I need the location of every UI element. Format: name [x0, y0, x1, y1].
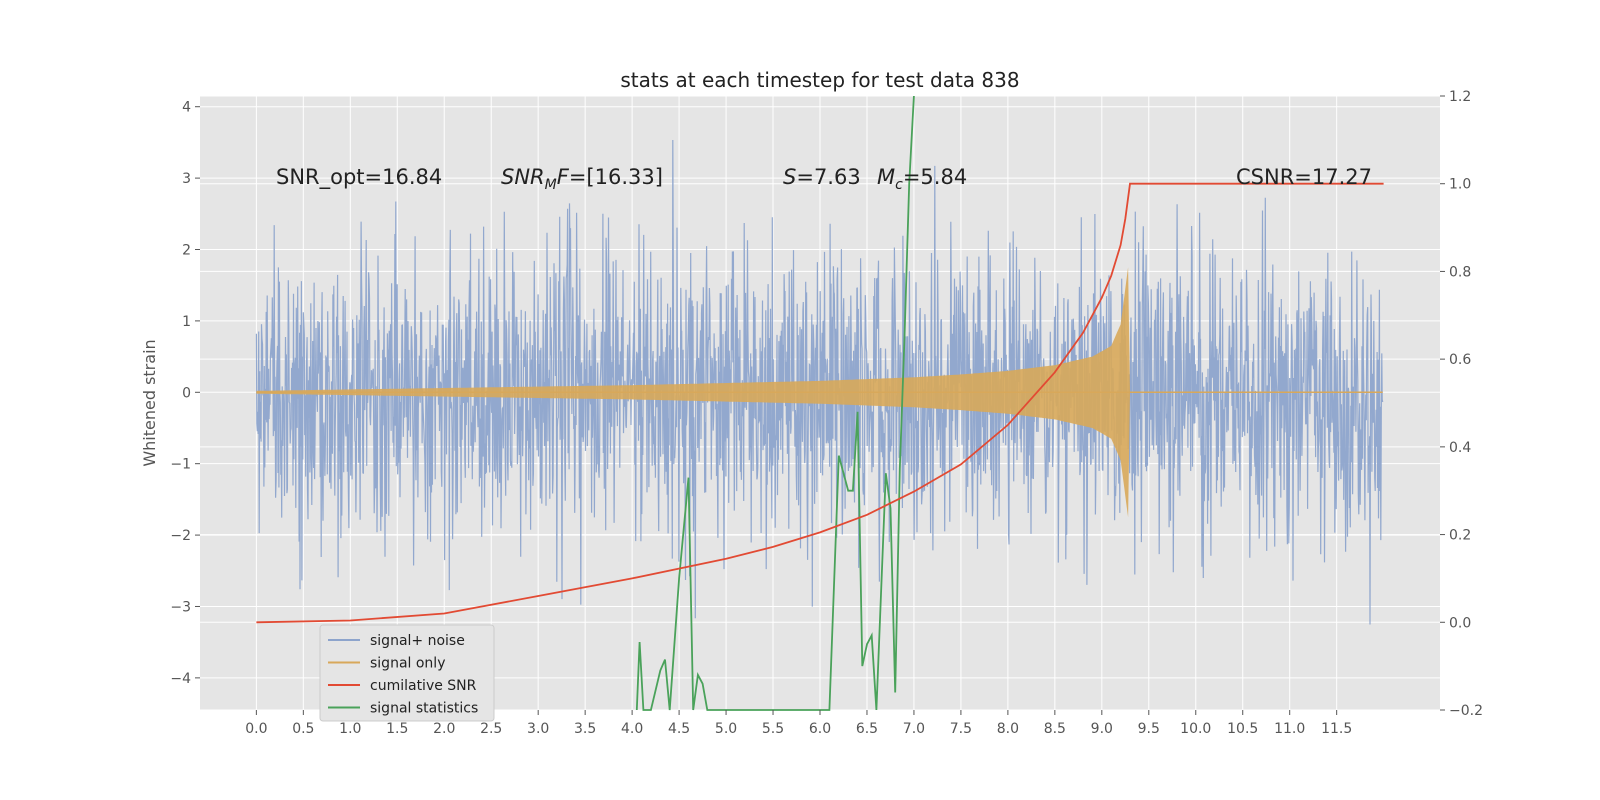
y2-tick-label: 0.2: [1449, 528, 1471, 544]
y-tick-label: −2: [170, 528, 191, 544]
annotation-snr-opt: SNR_opt=16.84: [276, 165, 442, 190]
y-tick-label: 1: [182, 314, 191, 330]
y-tick-label: 2: [182, 243, 191, 259]
x-tick-label: 7.0: [903, 721, 925, 737]
series-signal-noise: [255, 139, 1384, 625]
y2-tick-label: 1.0: [1449, 177, 1471, 193]
y2-tick-label: 0.8: [1449, 264, 1471, 280]
x-tick-label: 1.5: [386, 721, 408, 737]
x-tick-label: 3.0: [527, 721, 549, 737]
legend-label: signal+ noise: [370, 633, 465, 649]
x-tick-label: 8.5: [1044, 721, 1066, 737]
x-tick-label: 1.0: [339, 721, 361, 737]
noise-trace: [255, 139, 1384, 625]
annotation-mc-value: =5.84: [903, 165, 967, 189]
x-tick-label: 0.5: [292, 721, 314, 737]
y2-tick-label: 0.0: [1449, 615, 1471, 631]
annotations: SNR_opt=16.84 SNRMF=[16.33] S=7.63 Mc=5.…: [276, 165, 1372, 193]
annotation-s-symbol: S: [783, 165, 796, 189]
x-tick-label: 6.0: [809, 721, 831, 737]
x-tick-label: 5.5: [762, 721, 784, 737]
x-tick-label: 11.0: [1274, 721, 1305, 737]
x-tick-label: 11.5: [1321, 721, 1352, 737]
series-cumulative-snr: [256, 182, 1384, 624]
x-tick-label: 0.0: [245, 721, 267, 737]
annotation-snr-mf-subscript: M: [545, 177, 557, 193]
annotation-s: S=7.63: [783, 165, 861, 189]
annotation-snr-mf-symbol-2: F: [557, 165, 570, 189]
x-tick-label: 3.5: [574, 721, 596, 737]
annotation-mc: Mc=5.84: [877, 165, 967, 193]
annotation-snr-mf-value: =[16.33]: [569, 165, 663, 189]
y-axis-label: Whitened strain: [140, 339, 159, 466]
annotation-csnr: CSNR=17.27: [1236, 165, 1372, 189]
legend: signal+ noise signal only cumilative SNR si…: [319, 624, 495, 722]
annotation-mc-subscript: c: [895, 177, 903, 193]
y2-tick-label: 1.2: [1449, 89, 1471, 105]
x-tick-label: 5.0: [715, 721, 737, 737]
series-signal-only: [256, 267, 1384, 518]
x-tick-label: 9.0: [1091, 721, 1113, 737]
y2-tick-label: −0.2: [1449, 703, 1483, 719]
x-tick-label: 6.5: [856, 721, 878, 737]
x-tick-label: 2.0: [433, 721, 455, 737]
x-tick-label: 10.0: [1180, 721, 1211, 737]
x-tick-label: 4.0: [621, 721, 643, 737]
y2-tick-label: 0.4: [1449, 440, 1471, 456]
y-tick-label: −4: [170, 671, 191, 687]
cumulative-snr-line: [256, 182, 1384, 624]
x-tick-label: 8.0: [997, 721, 1019, 737]
legend-label: signal only: [370, 656, 445, 672]
chart-title: stats at each timestep for test data 838: [620, 68, 1019, 92]
x-tick-label: 9.5: [1138, 721, 1160, 737]
y-tick-label: 0: [182, 385, 191, 401]
legend-box: [319, 624, 495, 722]
x-tick-label: 4.5: [668, 721, 690, 737]
legend-label: signal statistics: [370, 701, 478, 717]
x-tick-label: 10.5: [1227, 721, 1258, 737]
annotation-mc-symbol: M: [877, 165, 895, 189]
annotation-snr-mf: SNRMF=[16.33]: [501, 165, 663, 193]
y-tick-label: 4: [182, 100, 191, 116]
annotation-s-value: =7.63: [796, 165, 860, 189]
signal-statistics-line: [635, 95, 915, 711]
y-tick-label: 3: [182, 171, 191, 187]
y2-axis-ticks: −0.2 0.0 0.2 0.4 0.6 0.8 1.0 1.2: [1440, 89, 1483, 719]
y-tick-label: −1: [170, 457, 191, 473]
annotation-snr-mf-symbol: SNR: [501, 165, 545, 189]
series-signal-statistics: [635, 95, 915, 711]
x-axis-ticks: 0.0 0.5 1.0 1.5 2.0 2.5 3.0 3.5 4.0 4.5 5.0 5.5 6.0 6…: [245, 710, 1352, 737]
y-axis-ticks: −4 −3 −2 −1 0 1 2 3 4: [170, 100, 200, 687]
y-tick-label: −3: [170, 599, 191, 615]
x-tick-label: 7.5: [950, 721, 972, 737]
legend-label: cumilative SNR: [370, 678, 477, 694]
x-tick-label: 2.5: [480, 721, 502, 737]
y2-tick-label: 0.6: [1449, 352, 1471, 368]
